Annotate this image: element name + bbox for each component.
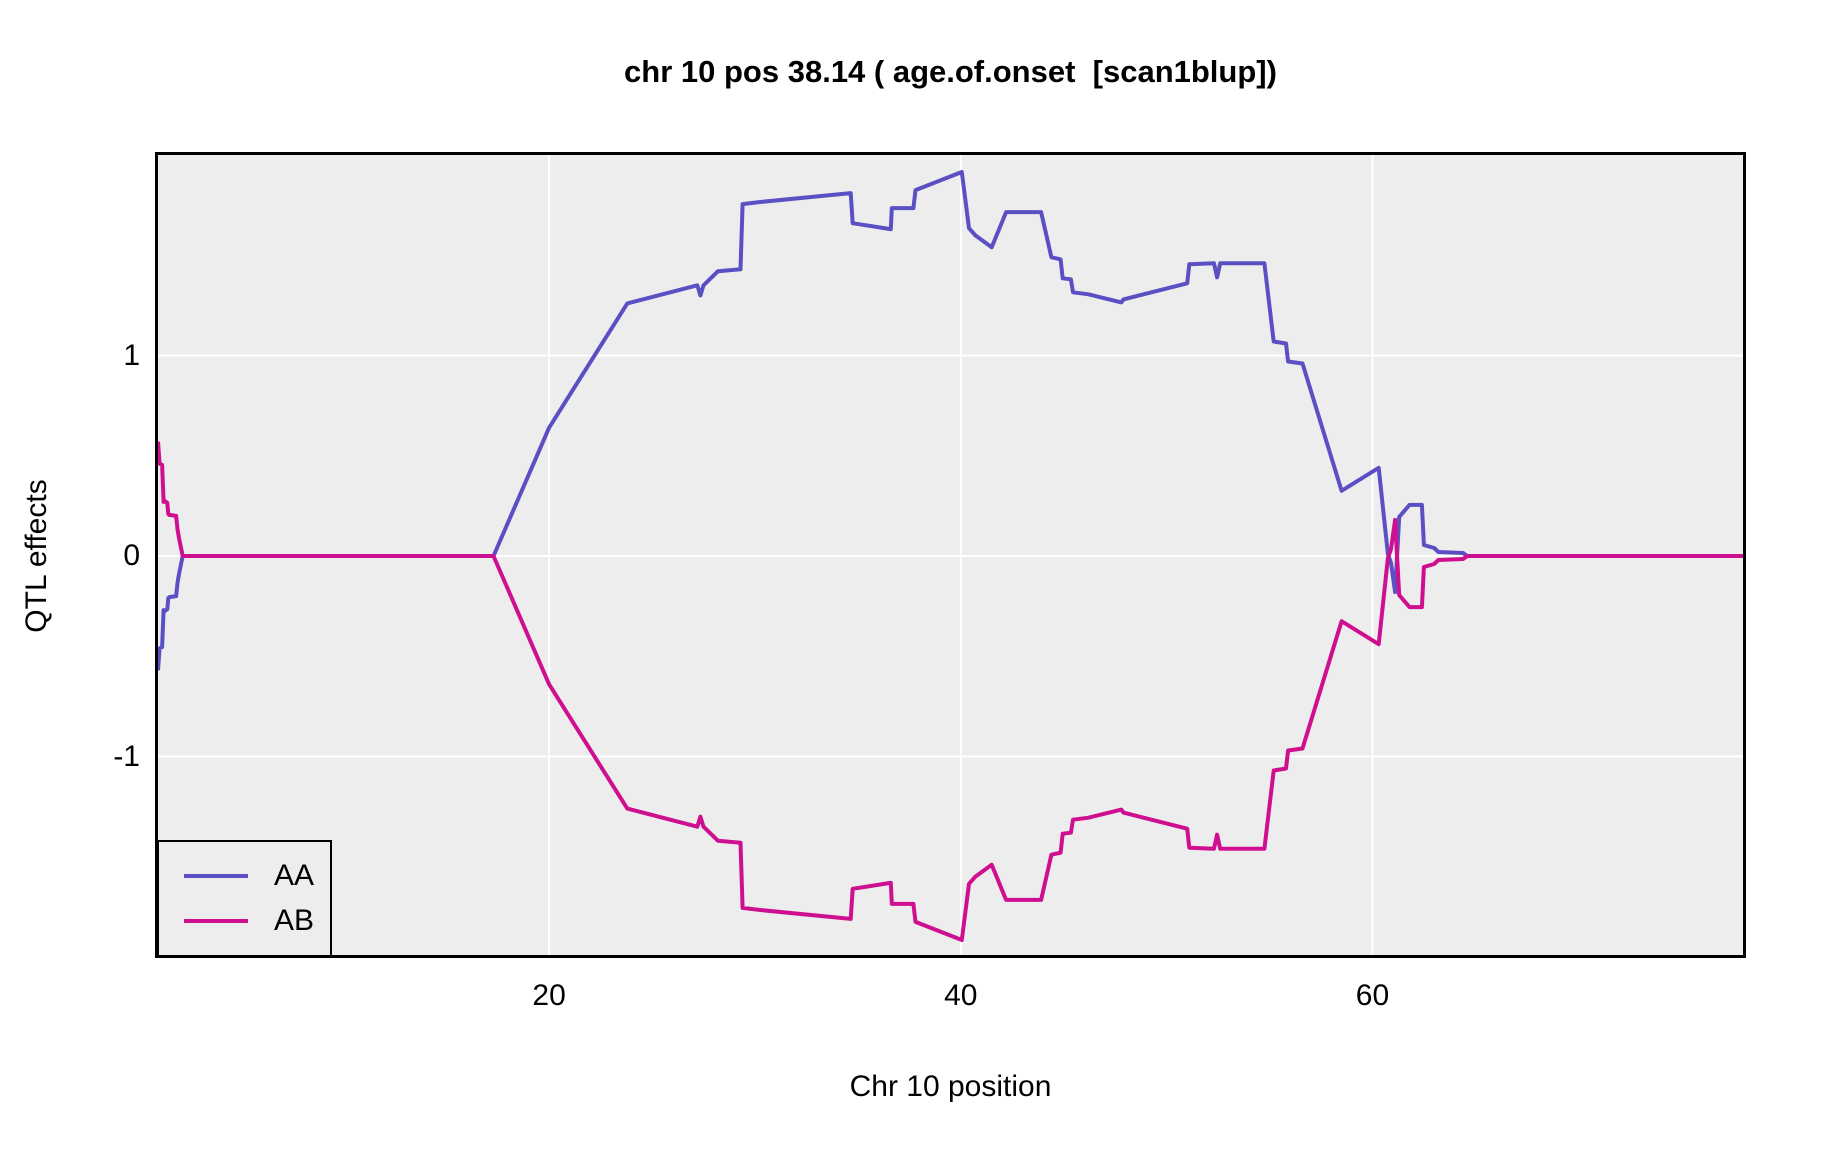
x-tick-label: 20 (532, 979, 566, 1012)
x-axis-label: Chr 10 position (849, 1070, 1052, 1103)
aa-line-swatch (184, 874, 248, 878)
y-tick-label: 0 (123, 539, 140, 572)
legend-entry-aa: AA (159, 858, 330, 894)
x-tick-label: 40 (944, 979, 978, 1012)
legend-label-ab: AB (274, 904, 315, 937)
x-tick-label: 60 (1355, 979, 1390, 1012)
legend-entry-ab: AB (159, 903, 330, 939)
legend-label-aa: AA (274, 859, 315, 892)
legend: AA AB (157, 840, 332, 957)
y-tick-label: 1 (123, 338, 140, 372)
ab-line-swatch (184, 919, 248, 923)
plot-lines-svg (158, 155, 1743, 955)
chart-title: chr 10 pos 38.14 ( age.of.onset [scan1bl… (624, 54, 1277, 89)
y-tick-label: -1 (113, 739, 140, 773)
plot-panel (155, 152, 1746, 958)
